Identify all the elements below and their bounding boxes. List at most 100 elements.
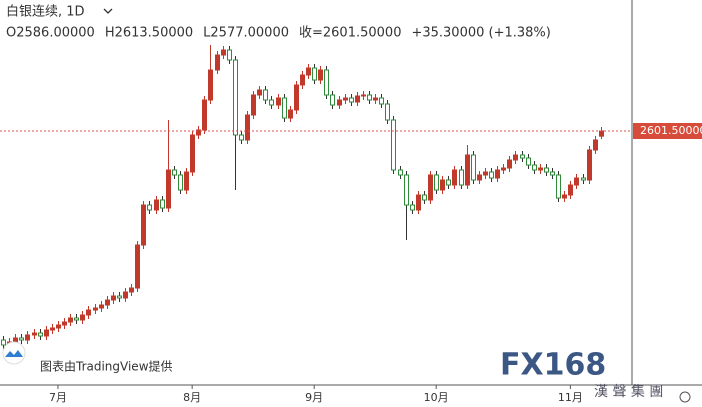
- candle-body: [526, 157, 531, 166]
- candle-body: [306, 67, 311, 76]
- candle-body: [471, 154, 476, 181]
- candle-body: [25, 334, 30, 341]
- candle-body: [562, 194, 567, 199]
- candle-body: [184, 171, 189, 191]
- x-tick-label: 7月: [49, 391, 67, 404]
- candle-body: [581, 177, 586, 181]
- candle-body: [129, 287, 134, 293]
- candle-body: [520, 154, 525, 159]
- candle-body: [50, 327, 55, 331]
- candle-body: [147, 204, 152, 211]
- candle-body: [166, 169, 171, 209]
- candle-body: [428, 174, 433, 201]
- candle-body: [196, 129, 201, 136]
- candle-body: [501, 167, 506, 171]
- candle-body: [294, 84, 299, 111]
- candle-body: [324, 69, 329, 96]
- candle-body: [361, 94, 366, 97]
- candle-body: [422, 194, 427, 201]
- candle-body: [68, 317, 73, 323]
- x-tick-label: 9月: [305, 391, 323, 404]
- candle-body: [160, 199, 165, 209]
- x-tick-label: 8月: [183, 391, 201, 404]
- candles: [1, 45, 604, 349]
- candle-body: [74, 317, 79, 321]
- candle-body: [568, 184, 573, 196]
- legend-value: H2613.50000: [105, 26, 193, 41]
- candle-body: [221, 49, 226, 56]
- tradingview-logo: [2, 341, 26, 365]
- candle-body: [532, 164, 537, 171]
- candle-body: [507, 159, 512, 169]
- candle-body: [385, 103, 390, 121]
- x-tick-label: 10月: [424, 391, 449, 404]
- watermark-logo: FX168: [500, 348, 606, 383]
- candle-body: [489, 171, 494, 179]
- candle-body: [245, 114, 250, 141]
- candle-body: [86, 309, 91, 316]
- candle-body: [483, 171, 488, 176]
- candle-body: [257, 89, 262, 96]
- watermark-text: 漢 聲 集 團: [594, 383, 663, 400]
- candle-body: [355, 95, 360, 103]
- ohlc-legend: O2586.00000 H2613.50000 L2577.00000 收=2601.…: [6, 26, 551, 41]
- candle-body: [398, 169, 403, 176]
- legend-value: +35.30000 (+1.38%): [411, 26, 550, 41]
- candle-body: [452, 169, 457, 186]
- candle-body: [227, 49, 232, 61]
- logo-mountain: [5, 350, 23, 357]
- candle-body: [111, 295, 116, 301]
- candle-body: [538, 167, 543, 171]
- attribution[interactable]: 图表由TradingView提供: [40, 359, 173, 374]
- candle-body: [99, 304, 104, 309]
- candle-body: [587, 149, 592, 181]
- candle-body: [410, 204, 415, 211]
- candle-body: [32, 332, 37, 336]
- candle-body: [1, 339, 6, 346]
- candle-body: [239, 134, 244, 141]
- interval-chevron[interactable]: [103, 8, 113, 14]
- candle-body: [330, 94, 335, 106]
- candle-body: [13, 337, 18, 343]
- candle-body: [513, 154, 518, 161]
- candle-body: [477, 174, 482, 181]
- candle-body: [550, 171, 555, 176]
- legend-value: L2577.00000: [203, 26, 289, 41]
- candle-body: [269, 99, 274, 106]
- candle-body: [62, 321, 67, 326]
- legend-value: O2586.00000: [6, 26, 95, 41]
- candle-body: [574, 177, 579, 186]
- candle-body: [337, 99, 342, 106]
- settings-icon[interactable]: [679, 391, 691, 403]
- candle-body: [593, 139, 598, 151]
- candle-body: [373, 97, 378, 101]
- candle-body: [215, 54, 220, 71]
- candle-body: [300, 74, 305, 86]
- candle-body: [391, 119, 396, 171]
- candle-body: [379, 97, 384, 105]
- chart-title: 白银连续, 1D: [6, 4, 85, 20]
- last-price-label: 2601.50000: [640, 124, 702, 137]
- candle-body: [117, 295, 122, 299]
- candle-body: [282, 97, 287, 119]
- candle-body: [93, 307, 98, 311]
- candle-body: [202, 99, 207, 131]
- candle-body: [38, 332, 43, 337]
- candle-body: [343, 97, 348, 101]
- logo-circle: [2, 341, 26, 365]
- candle-body: [318, 69, 323, 81]
- candle-body: [404, 174, 409, 206]
- legend-value: 收=2601.50000: [299, 26, 401, 41]
- candle-body: [446, 179, 451, 186]
- candle-body: [141, 204, 146, 246]
- candle-body: [544, 167, 549, 173]
- x-tick-label: 11月: [558, 391, 583, 404]
- candle-body: [367, 94, 372, 101]
- candle-body: [599, 130, 604, 137]
- candle-body: [105, 299, 110, 306]
- last-price-box: [633, 123, 702, 139]
- candle-body: [288, 109, 293, 119]
